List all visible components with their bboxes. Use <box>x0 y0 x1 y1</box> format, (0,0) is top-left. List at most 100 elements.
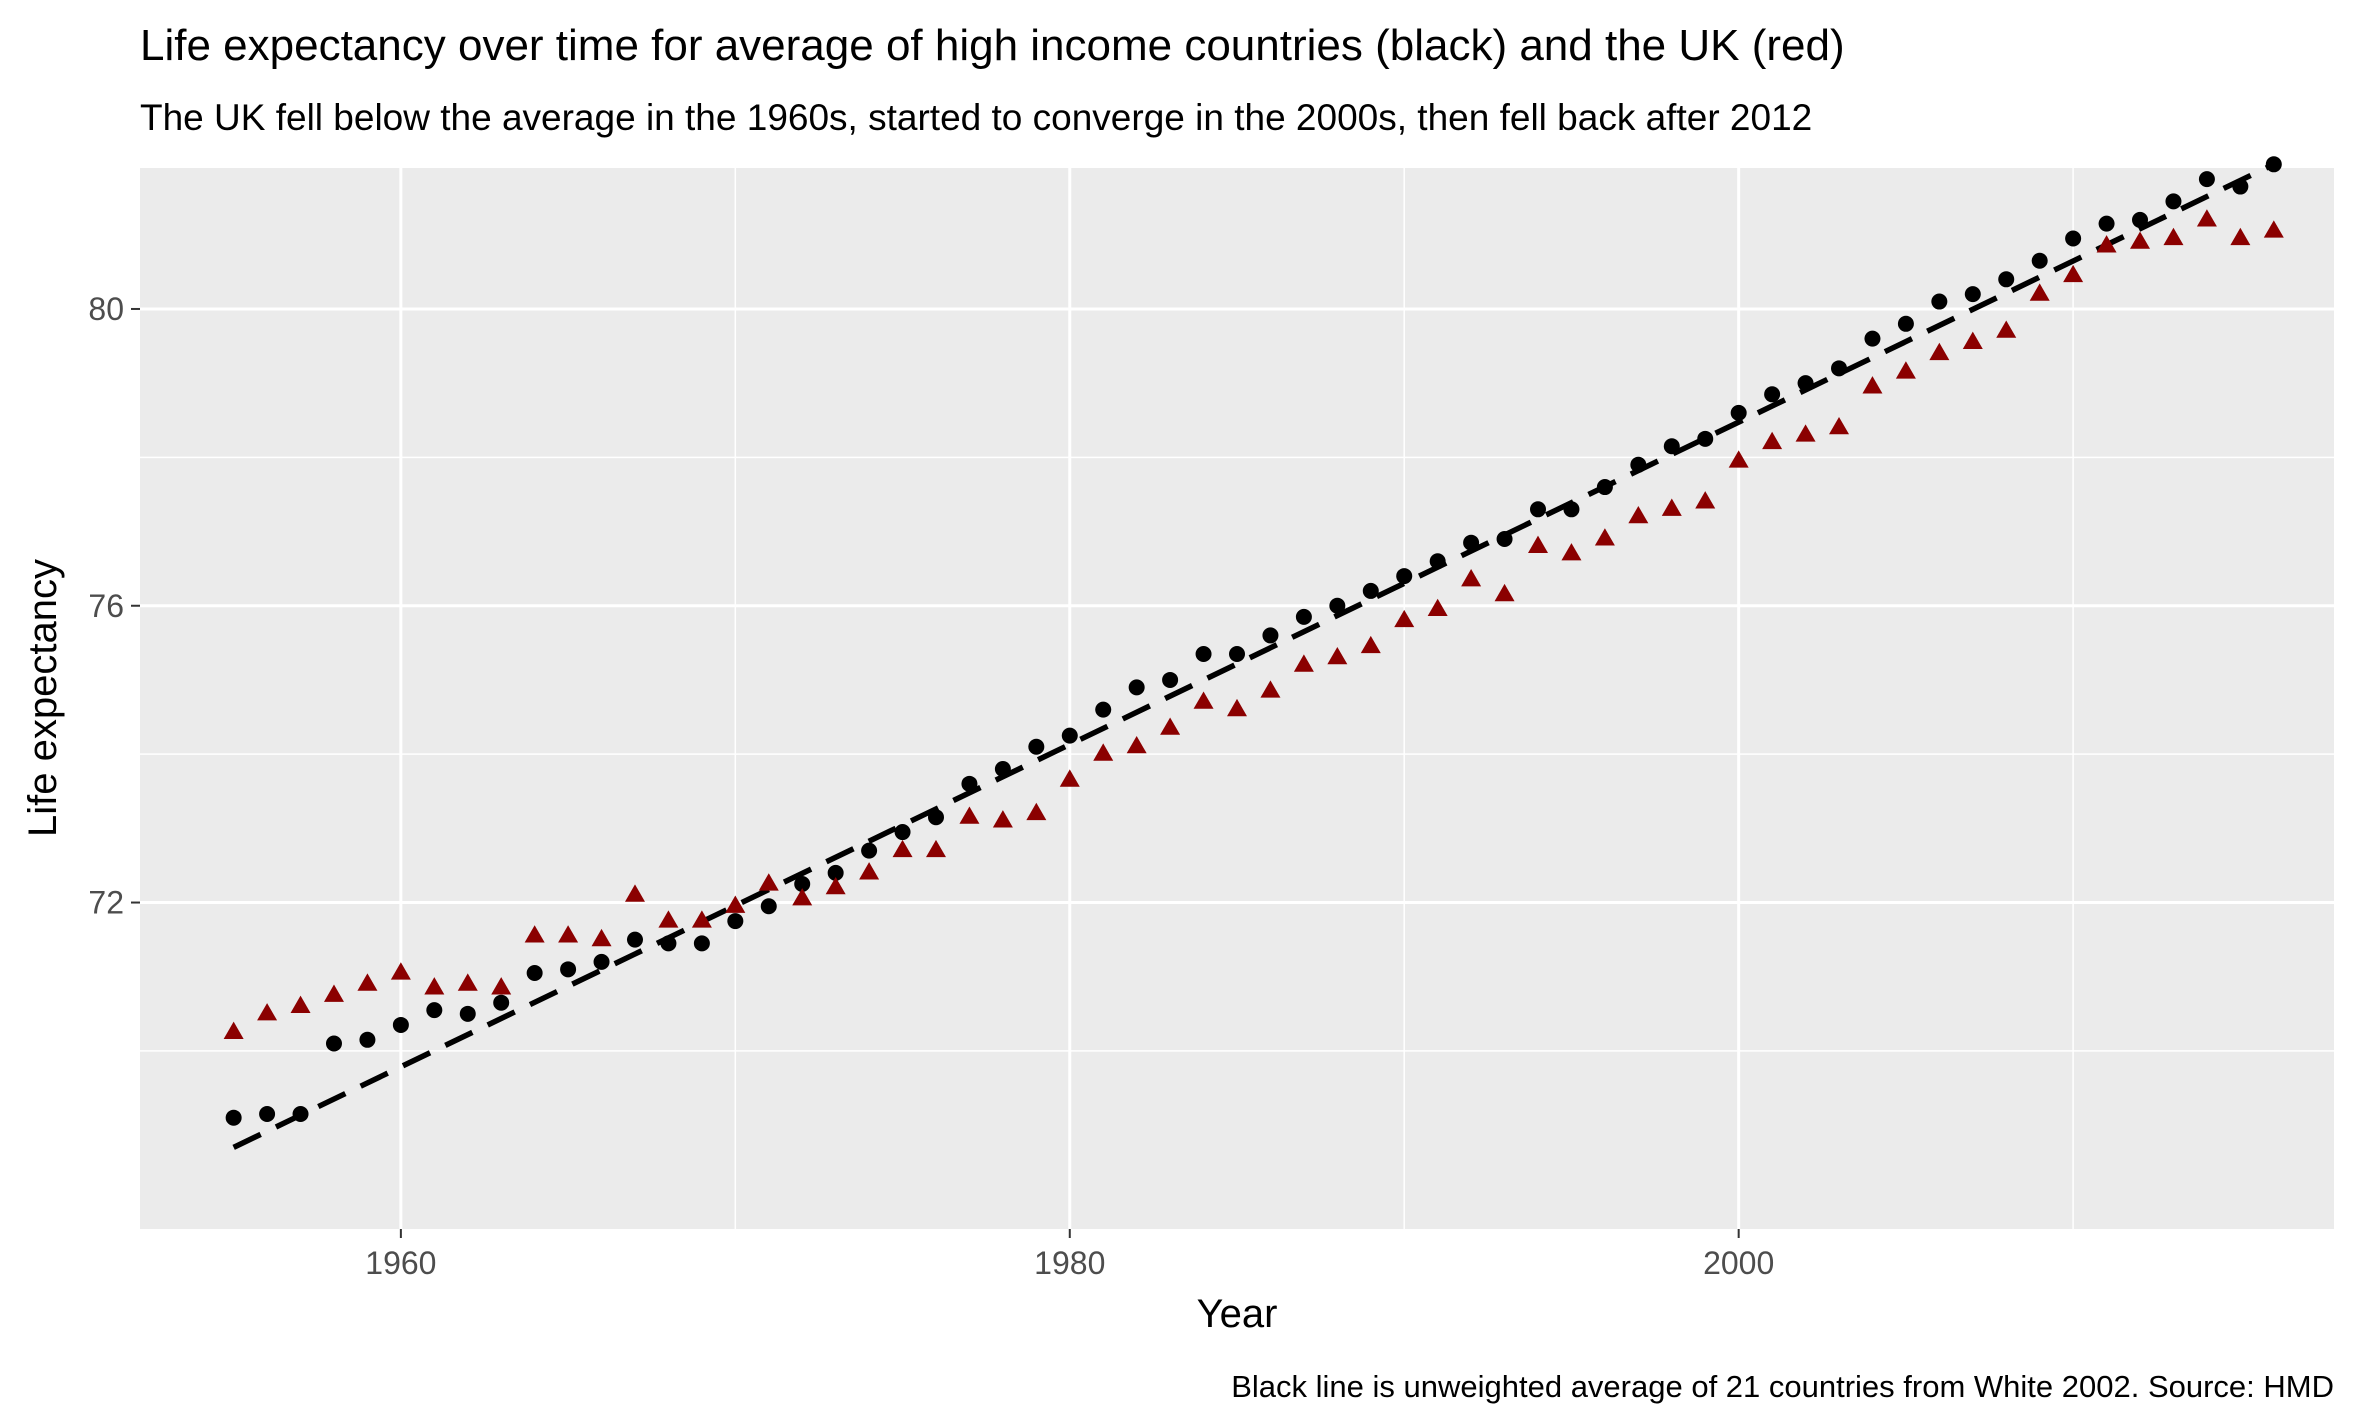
y-tick-label: 72 <box>88 885 124 921</box>
uk-point <box>491 977 512 995</box>
average-point <box>1931 293 1948 310</box>
uk-point <box>357 973 378 991</box>
uk-point <box>1528 535 1549 553</box>
average-point <box>894 824 911 841</box>
uk-point <box>1227 698 1247 717</box>
average-point <box>760 898 777 915</box>
uk-point <box>1728 450 1749 468</box>
uk-point <box>2196 209 2217 227</box>
axes: 1960 1980 2000 72 76 80 <box>88 291 1774 1281</box>
average-point <box>994 760 1011 777</box>
uk-point <box>257 1003 278 1021</box>
uk-point <box>290 995 311 1013</box>
chart-caption: Black line is unweighted average of 21 c… <box>1231 1369 2334 1404</box>
average-point <box>2098 215 2115 232</box>
average-point <box>1563 501 1580 518</box>
average-point <box>1530 501 1547 518</box>
average-trend-line <box>232 161 2275 1150</box>
uk-point <box>792 888 813 906</box>
uk-series <box>223 209 2284 1039</box>
uk-point <box>1360 635 1381 654</box>
uk-point <box>1494 583 1515 602</box>
uk-point <box>323 984 344 1002</box>
uk-point <box>758 873 779 891</box>
uk-point <box>992 810 1013 828</box>
average-point <box>1998 271 2015 288</box>
uk-point <box>1193 691 1214 709</box>
uk-point <box>1628 505 1649 524</box>
chart-subtitle: The UK fell below the average in the 196… <box>140 97 1812 138</box>
average-point <box>1897 315 1914 332</box>
grid-lines <box>140 168 2334 1229</box>
uk-point <box>1962 331 1983 349</box>
uk-point <box>1394 609 1415 628</box>
average-point <box>1764 386 1781 403</box>
average-point <box>626 931 643 948</box>
average-point <box>1496 530 1513 547</box>
average-point <box>1396 568 1413 585</box>
trend-line-group <box>232 161 2275 1150</box>
y-axis-label: Life expectancy <box>21 559 65 837</box>
average-point <box>1864 330 1881 347</box>
average-point <box>1295 608 1312 625</box>
uk-point <box>1795 424 1816 442</box>
uk-point <box>1929 342 1950 361</box>
average-point <box>861 842 878 859</box>
average-point <box>1229 645 1245 662</box>
average-point <box>2031 252 2048 269</box>
uk-point <box>1461 569 1482 587</box>
uk-point <box>1594 528 1615 546</box>
average-point <box>2132 211 2149 228</box>
average-point <box>727 913 744 930</box>
uk-point <box>390 962 411 980</box>
average-point <box>1663 438 1680 455</box>
uk-point <box>1561 543 1582 561</box>
uk-point <box>892 839 913 858</box>
average-point <box>493 994 510 1011</box>
average-point <box>426 1002 443 1019</box>
average-point <box>2198 171 2215 188</box>
average-point <box>259 1105 276 1122</box>
uk-point <box>1293 654 1314 672</box>
average-point <box>1329 597 1346 614</box>
average-point <box>1630 456 1647 473</box>
uk-point <box>1862 376 1883 394</box>
average-point <box>560 961 577 978</box>
uk-point <box>859 862 880 880</box>
average-point <box>827 864 844 881</box>
average-point <box>660 935 677 952</box>
average-point <box>1463 534 1480 551</box>
average-point <box>2165 193 2182 210</box>
average-point <box>2065 230 2082 247</box>
uk-point <box>1126 735 1147 754</box>
average-point <box>225 1109 242 1126</box>
x-tick-label: 1960 <box>365 1245 436 1281</box>
average-series <box>225 156 2282 1126</box>
uk-point <box>825 876 846 895</box>
uk-point <box>1327 646 1348 665</box>
uk-point <box>2130 231 2151 249</box>
uk-point <box>1661 498 1682 516</box>
uk-point <box>2263 220 2284 238</box>
x-tick-label: 2000 <box>1703 1245 1774 1281</box>
data-points <box>223 156 2284 1126</box>
uk-point <box>524 925 545 943</box>
average-point <box>1596 479 1613 496</box>
average-point <box>2232 178 2249 195</box>
uk-point <box>2163 227 2184 246</box>
x-axis-label: Year <box>1197 1292 1278 1336</box>
chart-title: Life expectancy over time for average of… <box>140 21 1845 70</box>
uk-point <box>925 839 946 858</box>
uk-point <box>424 977 445 995</box>
uk-point <box>658 910 679 928</box>
uk-point <box>2230 227 2251 246</box>
uk-point <box>1160 717 1181 735</box>
average-point <box>1028 738 1045 755</box>
uk-point <box>2029 283 2050 301</box>
average-point <box>292 1105 309 1122</box>
uk-point <box>959 806 980 824</box>
uk-point <box>725 895 746 913</box>
average-point <box>1797 375 1814 392</box>
average-point <box>359 1031 376 1048</box>
